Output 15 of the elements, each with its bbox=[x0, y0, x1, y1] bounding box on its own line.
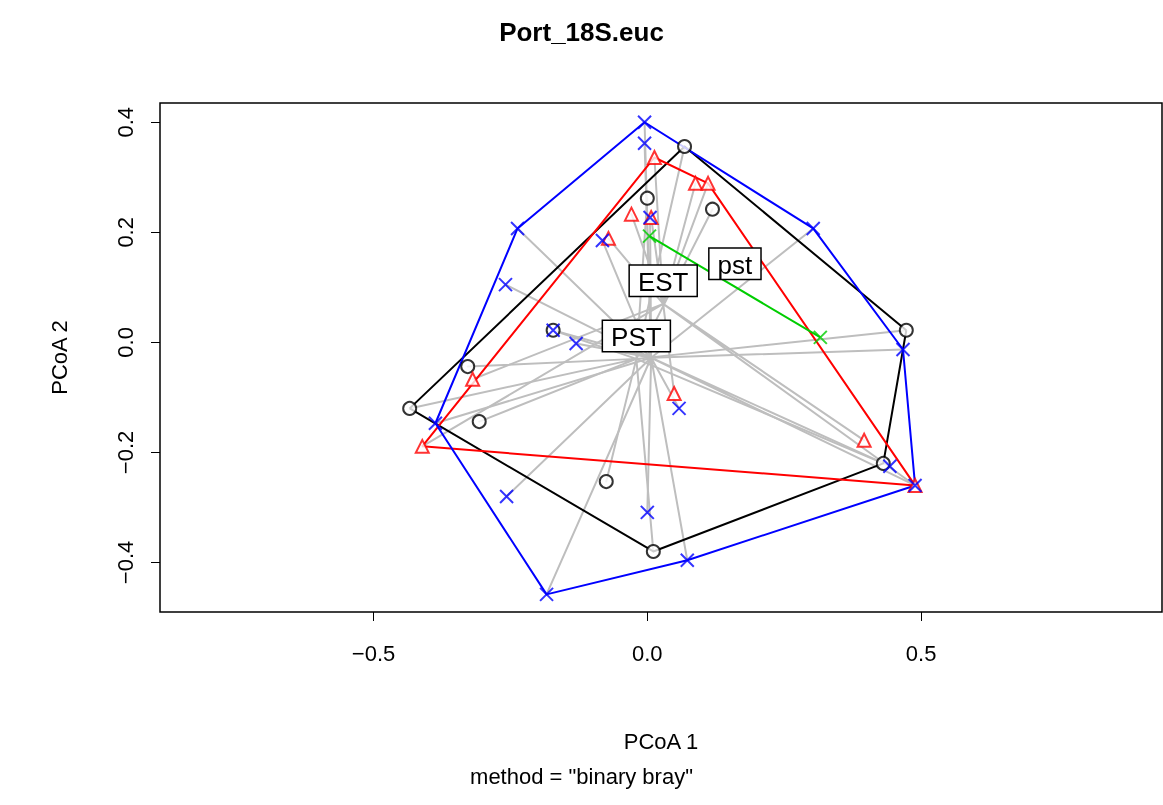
y-tick-label: 0.0 bbox=[112, 327, 138, 358]
y-tick-label: 0.2 bbox=[112, 217, 138, 248]
y-axis-title: PCoA 2 bbox=[46, 320, 72, 395]
x-tick-label: −0.5 bbox=[351, 640, 396, 666]
chart-title: Port_18S.euc bbox=[499, 17, 664, 47]
y-tick-label: −0.4 bbox=[112, 540, 138, 585]
y-tick-label: −0.2 bbox=[112, 430, 138, 475]
x-tick-label: 0.5 bbox=[905, 640, 937, 666]
x-axis-title: PCoA 1 bbox=[623, 728, 699, 754]
annotation: EST bbox=[637, 266, 689, 297]
y-tick-label: 0.4 bbox=[112, 106, 138, 138]
text: method = "binary bray" bbox=[470, 763, 693, 789]
annotation: pst bbox=[717, 249, 754, 280]
x-tick-label: 0.0 bbox=[632, 640, 663, 666]
annotation: PST bbox=[611, 321, 662, 352]
